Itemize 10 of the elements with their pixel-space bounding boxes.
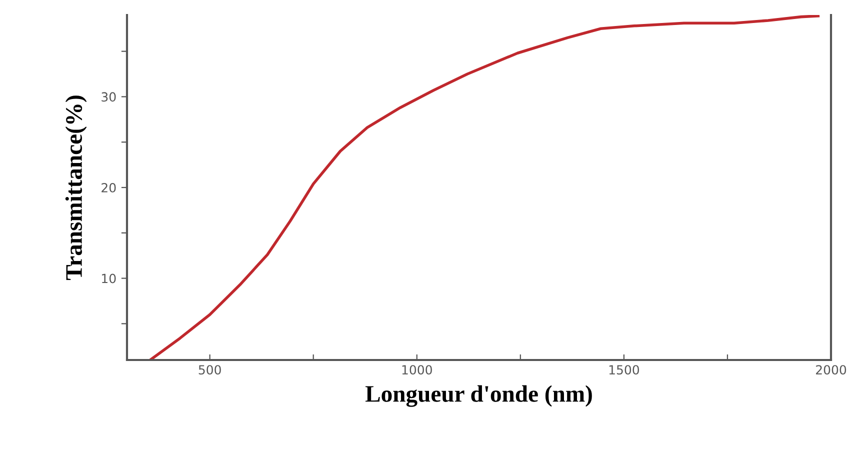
x-axis-title: Longueur d'onde (nm) [365,385,592,407]
x-tick-label: 1000 [402,365,432,375]
y-tick-label: 20 [102,182,116,192]
x-tick-label: 2000 [816,365,846,375]
y-tick-label: 10 [102,274,116,284]
x-tick-label: 1500 [609,365,640,375]
x-tick-label: 500 [198,365,221,375]
line-series [148,15,820,360]
y-tick-label: 30 [102,92,116,102]
y-axis-title: Transmittance(%) [65,96,87,280]
